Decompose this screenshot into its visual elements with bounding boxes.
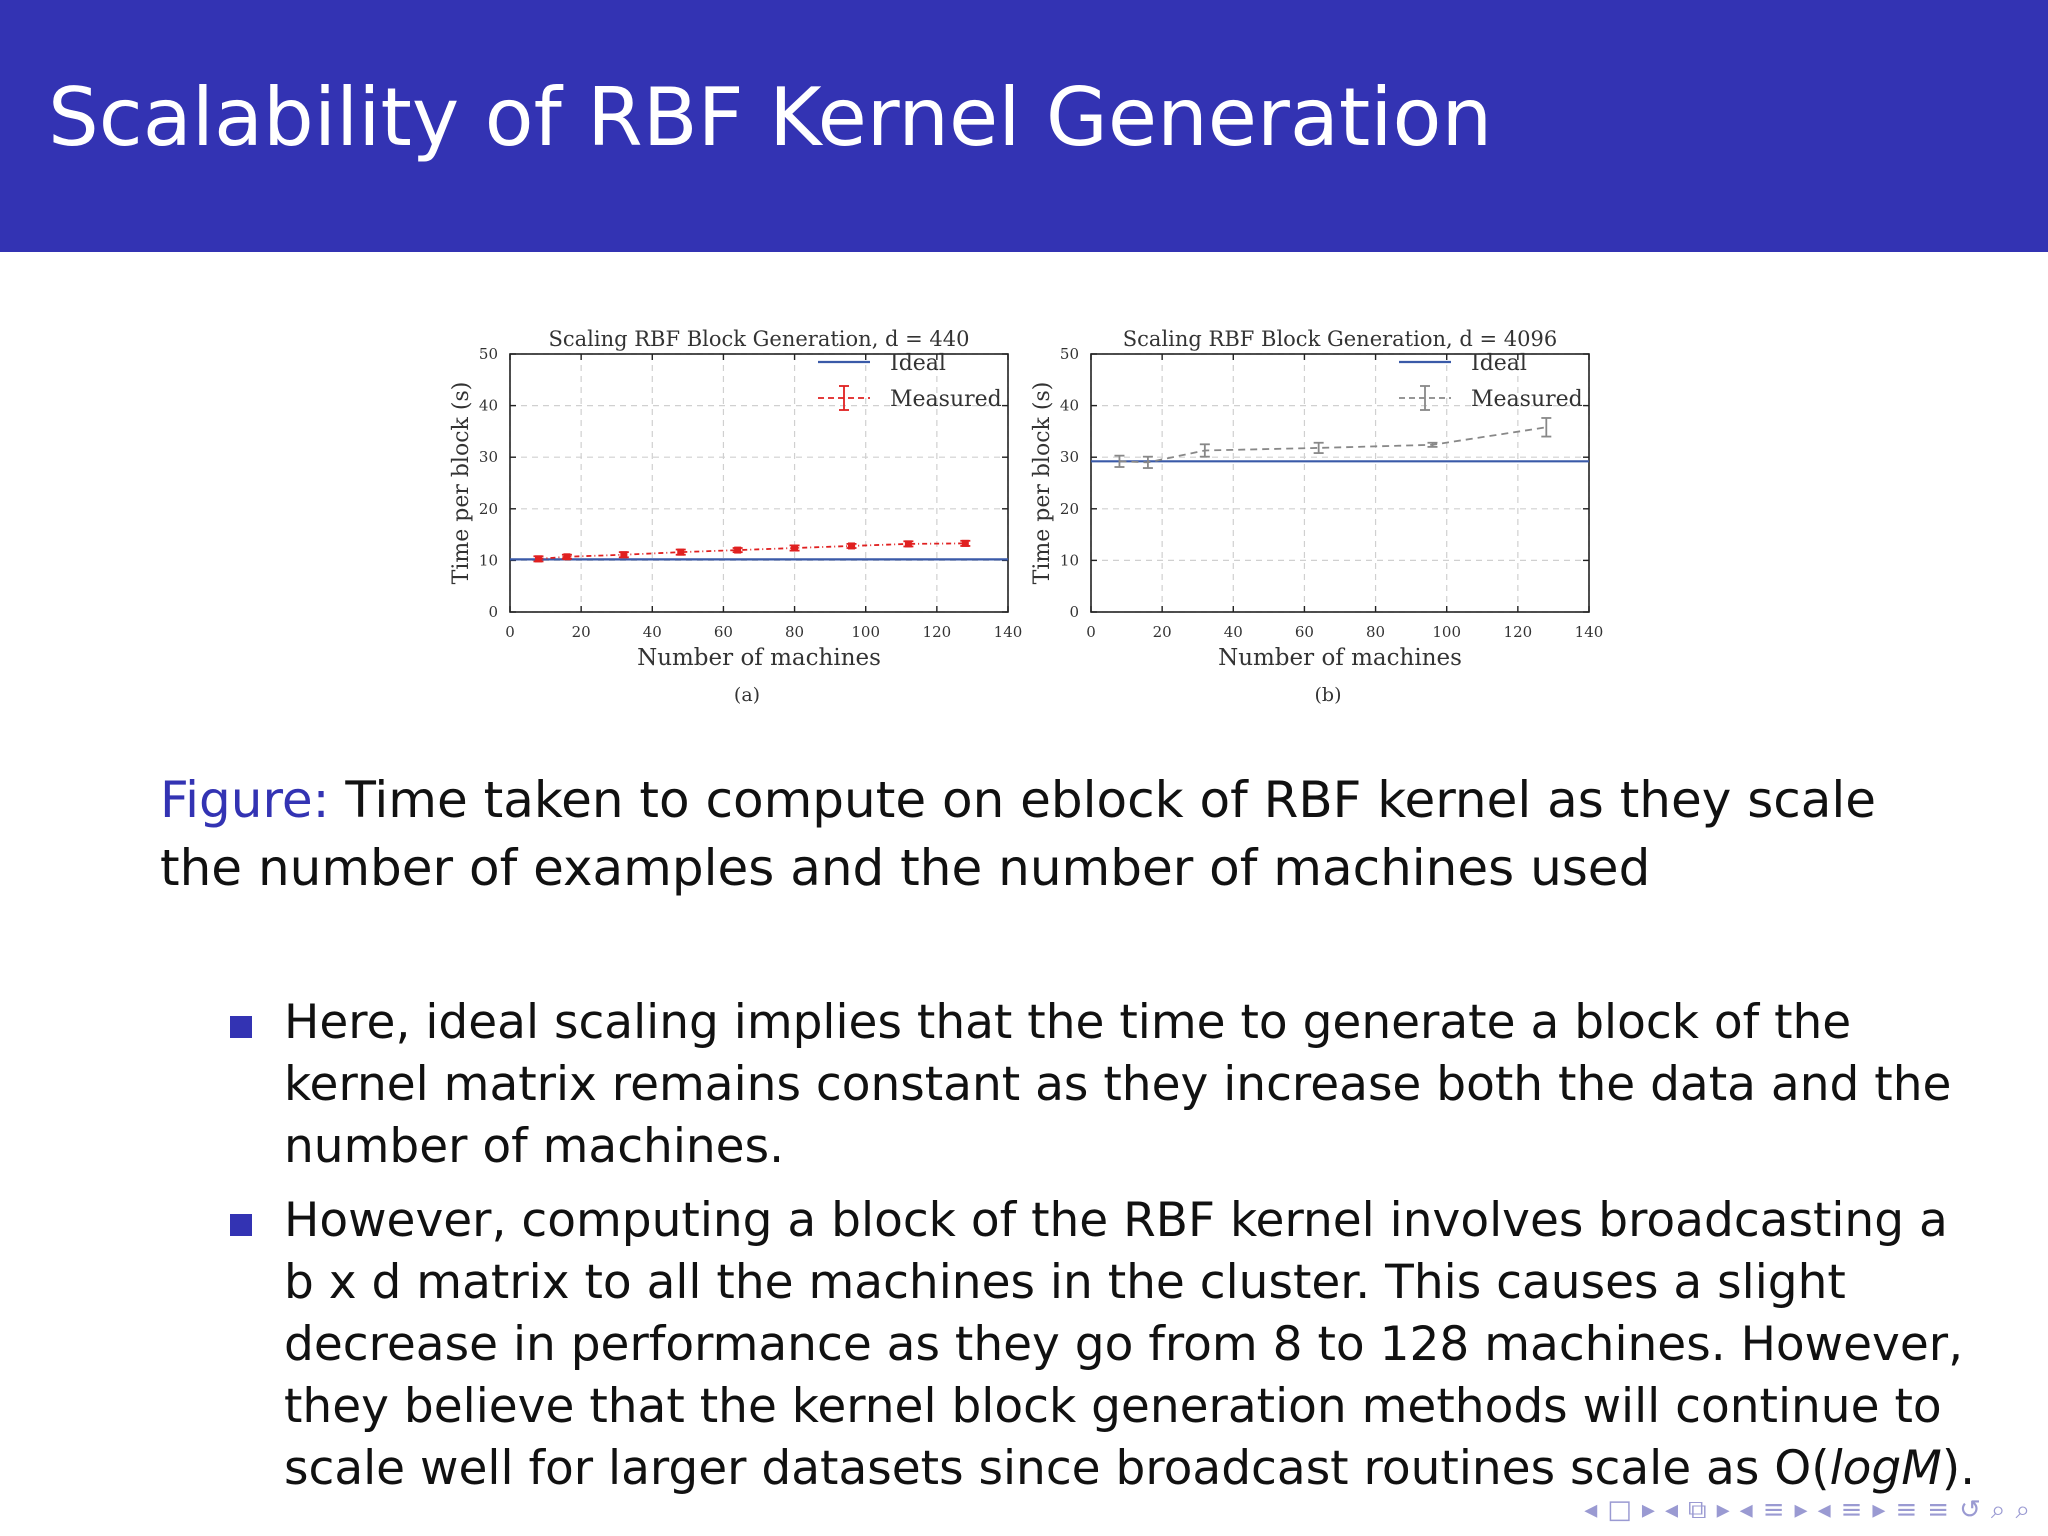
y-tick-label: 50 [479, 345, 498, 363]
x-tick-label: 60 [714, 623, 733, 641]
x-tick-label: 100 [851, 623, 880, 641]
y-tick-label: 20 [1060, 500, 1079, 518]
legend-measured-label: Measured [890, 387, 1002, 412]
measured-point [563, 553, 571, 561]
legend-ideal-label: Ideal [1471, 351, 1527, 376]
nav-control-icon[interactable]: ≡ [1895, 1495, 1918, 1525]
x-tick-label: 120 [1504, 623, 1533, 641]
bullet-item: Here, ideal scaling implies that the tim… [228, 992, 1988, 1178]
x-tick-label: 40 [643, 623, 662, 641]
nav-control-icon[interactable]: ▸ [1641, 1495, 1655, 1525]
y-tick-label: 0 [488, 603, 498, 621]
plot-frame [509, 353, 1009, 613]
bullet-text-part: ). [1941, 1441, 1976, 1496]
bullet-text: Here, ideal scaling implies that the tim… [284, 995, 1952, 1174]
x-tick-label: 40 [1224, 623, 1243, 641]
figure-caption: Figure: Time taken to compute on eblock … [160, 766, 1940, 902]
panel-label: (b) [1315, 684, 1342, 706]
y-axis-label: Time per block (s) [1030, 382, 1055, 585]
nav-control-icon[interactable]: ▸ [1716, 1495, 1730, 1525]
x-tick-label: 80 [1366, 623, 1385, 641]
x-tick-label: 60 [1295, 623, 1314, 641]
y-tick-label: 50 [1060, 345, 1079, 363]
nav-control-icon[interactable]: ⌕ [1990, 1494, 2006, 1525]
x-tick-label: 0 [505, 623, 515, 641]
measured-point [620, 551, 628, 559]
y-axis-label: Time per block (s) [449, 382, 474, 585]
nav-control-icon[interactable]: ⌕ [2015, 1494, 2030, 1525]
beamer-navigation-bar: ◂ □ ▸ ◂ ⧉ ▸ ◂ ≡ ▸ ◂ ≡ ▸ ≡ ≡ ↺ ⌕ ⌕ [1310, 1490, 2030, 1530]
y-tick-label: 30 [1060, 448, 1079, 466]
y-tick-label: 30 [479, 448, 498, 466]
legend-measured-label: Measured [1471, 387, 1583, 412]
bullet-list: Here, ideal scaling implies that the tim… [228, 992, 1988, 1512]
chart-title: Scaling RBF Block Generation, d = 440 [548, 327, 969, 351]
nav-control-icon[interactable]: ▸ [1872, 1495, 1886, 1525]
y-tick-label: 40 [479, 397, 498, 415]
y-tick-label: 0 [1069, 603, 1079, 621]
nav-control-icon[interactable]: ≡ [1927, 1495, 1950, 1525]
chart-title: Scaling RBF Block Generation, d = 4096 [1123, 327, 1557, 351]
measured-point [904, 540, 912, 548]
nav-control-icon[interactable]: ◂ [1739, 1495, 1753, 1525]
measured-point [534, 555, 542, 563]
panel-label: (a) [734, 684, 760, 706]
measured-point [961, 539, 969, 547]
chart-panel-a: 0 20 40 60 80 100 120 140 0 10 20 30 40 50 Scaling RBF… [449, 327, 1022, 706]
nav-control-icon[interactable]: ◂ [1584, 1495, 1598, 1525]
x-tick-label: 0 [1086, 623, 1096, 641]
legend-ideal-label: Ideal [890, 351, 946, 376]
nav-control-icon[interactable]: ▸ [1794, 1495, 1808, 1525]
plot-frame [1090, 353, 1590, 613]
bullet-text-part: However, computing a block of the RBF ke… [284, 1193, 1964, 1496]
nav-control-icon[interactable]: ◂ [1664, 1495, 1678, 1525]
bullet-square-icon [230, 1016, 252, 1038]
measured-series-line [538, 542, 966, 560]
x-tick-label: 100 [1432, 623, 1461, 641]
y-tick-label: 40 [1060, 397, 1079, 415]
measured-point [791, 544, 799, 552]
x-tick-label: 140 [994, 623, 1023, 641]
slide-header: Scalability of RBF Kernel Generation [0, 0, 2048, 252]
measured-point [677, 548, 685, 556]
bullet-square-icon [230, 1214, 252, 1236]
slide-title: Scalability of RBF Kernel Generation [48, 71, 1493, 164]
nav-control-icon[interactable]: ↺ [1959, 1495, 1981, 1525]
bullet-item: However, computing a block of the RBF ke… [228, 1190, 1988, 1500]
x-tick-label: 120 [923, 623, 952, 641]
x-tick-label: 20 [1153, 623, 1172, 641]
bullet-text: However, computing a block of the RBF ke… [284, 1190, 1988, 1500]
figure: 0 20 40 60 80 100 120 140 0 10 20 30 40 50 Scaling RBF… [0, 0, 2048, 760]
x-tick-label: 140 [1575, 623, 1604, 641]
nav-control-icon[interactable]: ⧉ [1688, 1494, 1707, 1525]
chart-panel-b: 0 20 40 60 80 100 120 140 0 10 20 30 40 50 Scaling RBF… [1030, 327, 1603, 706]
y-tick-label: 10 [1060, 551, 1079, 569]
nav-control-icon[interactable]: ≡ [1840, 1495, 1863, 1525]
measured-point [734, 546, 742, 554]
nav-control-icon[interactable]: ◂ [1817, 1495, 1831, 1525]
x-axis-label: Number of machines [1218, 645, 1462, 671]
bullet-math: logM [1829, 1441, 1942, 1496]
nav-control-icon[interactable]: ≡ [1762, 1495, 1785, 1525]
x-tick-label: 80 [785, 623, 804, 641]
x-axis-label: Number of machines [637, 645, 881, 671]
measured-point [847, 542, 855, 550]
caption-text: Time taken to compute on eblock of RBF k… [160, 771, 1877, 897]
y-tick-label: 20 [479, 500, 498, 518]
nav-control-icon[interactable]: □ [1607, 1495, 1632, 1525]
y-tick-label: 10 [479, 551, 498, 569]
x-tick-label: 20 [572, 623, 591, 641]
caption-label: Figure: [160, 771, 330, 829]
